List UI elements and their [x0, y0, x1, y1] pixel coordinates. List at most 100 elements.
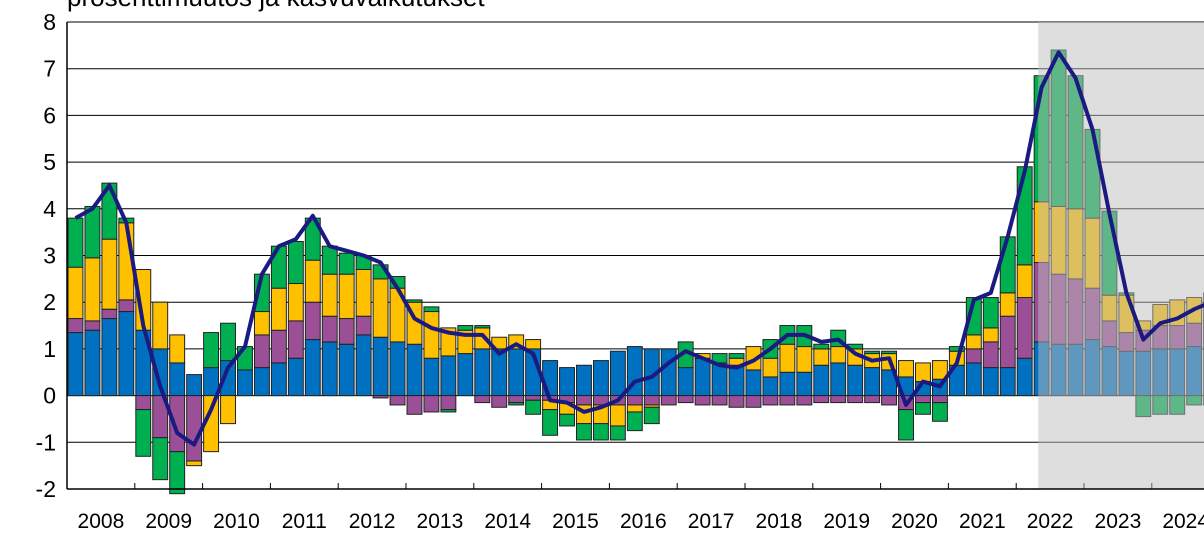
bar-segment	[67, 318, 84, 334]
bar-segment	[338, 318, 355, 345]
bar-segment	[186, 460, 203, 467]
bar-segment	[864, 367, 881, 397]
bar-segment	[559, 367, 575, 397]
bar-segment	[576, 364, 592, 397]
bar-segment	[338, 343, 355, 397]
y-tick-label: 0	[43, 383, 56, 409]
bar-segment	[423, 357, 440, 397]
bar-segment	[355, 269, 372, 317]
bar-segment	[321, 273, 338, 317]
bar-segment	[559, 413, 575, 427]
bar-segment	[457, 353, 474, 397]
bar-segment	[999, 236, 1016, 294]
bar-segment	[491, 348, 508, 397]
bar-segment	[101, 238, 118, 310]
x-tick-label: 2008	[78, 510, 125, 533]
bar-segment	[694, 357, 711, 397]
bar-segment	[474, 348, 491, 397]
x-tick-label: 2015	[552, 510, 599, 533]
bar-segment	[101, 318, 118, 397]
bar-segment	[423, 306, 440, 313]
x-tick-label: 2011	[282, 510, 327, 533]
bar-segment	[525, 399, 542, 415]
bar-segment	[508, 395, 525, 404]
bar-segment	[609, 425, 626, 441]
bar-segment	[660, 395, 677, 406]
bar-segment	[135, 409, 152, 457]
bar-segment	[813, 343, 830, 350]
bar-segment	[948, 346, 965, 352]
bar-segment	[253, 334, 270, 369]
bar-segment	[796, 395, 813, 406]
bar-segment	[643, 406, 660, 425]
bar-segment	[1016, 166, 1033, 266]
bar-segment	[898, 409, 914, 441]
bar-segment	[898, 360, 914, 378]
bar-segment	[813, 348, 830, 366]
bar-segment	[813, 395, 830, 404]
bar-segment	[711, 353, 728, 364]
bar-segment	[745, 369, 762, 397]
bar-segment	[389, 341, 406, 397]
bar-segment	[84, 320, 101, 331]
bar-segment	[1016, 357, 1033, 397]
x-tick-label: 2020	[891, 510, 938, 533]
x-tick-label: 2009	[145, 510, 192, 533]
x-tick-label: 2016	[620, 510, 667, 533]
bar-segment	[220, 395, 236, 425]
y-tick-label: -2	[36, 476, 56, 502]
bar-segment	[931, 402, 948, 422]
bar-segment	[762, 357, 779, 378]
bar-segment	[592, 423, 609, 441]
bar-segment	[491, 395, 508, 408]
bar-segment	[694, 395, 711, 406]
bar-segment	[372, 278, 389, 338]
bar-segment	[508, 348, 525, 397]
bar-segment	[847, 364, 864, 397]
x-tick-label: 2014	[484, 510, 531, 533]
bar-segment	[881, 395, 898, 406]
bar-segment	[626, 395, 643, 406]
bar-segment	[321, 315, 338, 343]
bar-segment	[728, 395, 745, 408]
bar-segment	[457, 325, 474, 331]
bar-segment	[270, 287, 287, 331]
bar-segment	[355, 334, 372, 397]
bar-segment	[508, 402, 525, 406]
bar-segment	[84, 257, 101, 322]
bar-segment	[474, 325, 491, 329]
bar-segment	[728, 353, 745, 359]
y-tick-label: 5	[43, 149, 56, 175]
bar-segment	[423, 395, 440, 413]
bar-segment	[864, 350, 881, 355]
bar-segment	[355, 315, 372, 336]
bar-segment	[406, 343, 423, 397]
bar-segment	[813, 364, 830, 397]
bar-segment	[287, 283, 304, 322]
bar-segment	[643, 395, 660, 406]
bar-segment	[220, 322, 236, 362]
y-tick-label: 6	[43, 102, 56, 128]
bar-segment	[999, 292, 1016, 317]
bar-segment	[169, 451, 186, 495]
x-tick-label: 2024	[1162, 510, 1204, 533]
y-tick-label: 1	[43, 336, 56, 362]
y-tick-label: 3	[43, 243, 56, 269]
bar-segment	[270, 329, 287, 364]
bar-segment	[287, 357, 304, 397]
bar-segment	[525, 339, 542, 350]
y-tick-label: -1	[36, 429, 56, 455]
bar-segment	[999, 315, 1016, 369]
bar-segment	[152, 437, 169, 481]
bar-segment	[728, 364, 745, 397]
bar-segment	[982, 327, 999, 343]
bar-segment	[796, 346, 813, 373]
bar-segment	[762, 376, 779, 397]
bar-segment	[237, 369, 253, 397]
x-tick-label: 2022	[1027, 510, 1074, 533]
bar-segment	[847, 395, 864, 404]
bar-segment	[186, 374, 203, 397]
bar-segment	[287, 240, 304, 285]
bar-segment	[1016, 297, 1033, 359]
